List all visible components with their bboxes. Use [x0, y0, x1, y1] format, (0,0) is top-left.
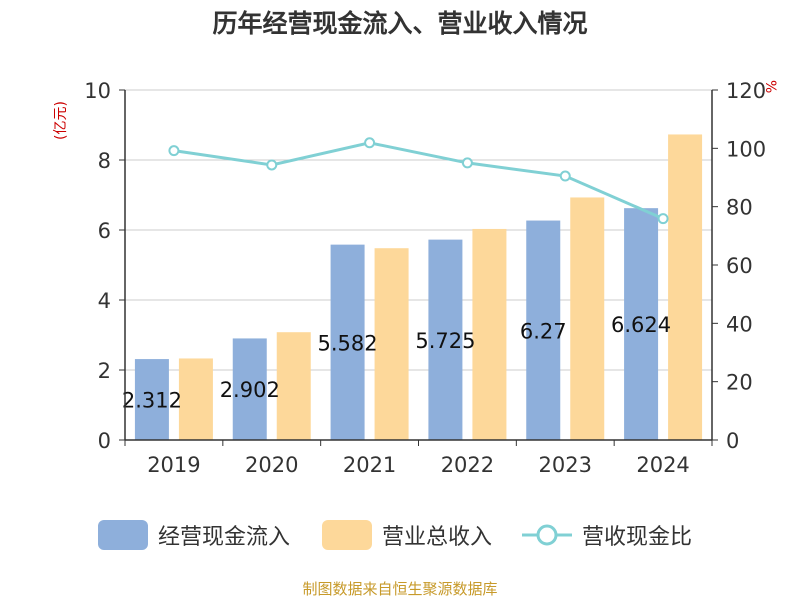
right-axis-tick-label: 60 — [726, 254, 753, 278]
point-ratio — [364, 137, 376, 149]
data-label-cash-inflow: 5.582 — [318, 331, 378, 355]
bar-revenue — [668, 134, 703, 440]
x-axis-tick-label: 2024 — [636, 453, 689, 477]
line-ratio — [173, 141, 664, 221]
legend-swatch-cash-inflow — [98, 520, 148, 550]
left-axis-tick-label: 10 — [84, 79, 111, 103]
left-axis-tick-label: 2 — [98, 359, 111, 383]
x-axis-tick-label: 2023 — [539, 453, 592, 477]
right-axis-tick-label: 20 — [726, 371, 753, 395]
data-label-cash-inflow: 6.27 — [520, 319, 567, 343]
right-axis-tick-label: 0 — [726, 429, 739, 453]
x-axis-tick-label: 2020 — [245, 453, 298, 477]
data-label-cash-inflow: 2.902 — [220, 378, 280, 402]
legend-swatch-ratio — [522, 524, 572, 546]
right-axis-tick-label: 100 — [726, 137, 766, 161]
point-ratio — [461, 157, 473, 169]
bar-revenue — [276, 332, 311, 440]
bar-cash-inflow — [232, 338, 267, 440]
right-axis-tick-label: 40 — [726, 312, 753, 336]
data-label-cash-inflow: 2.312 — [122, 389, 182, 413]
legend-label-ratio: 营收现金比 — [582, 525, 693, 550]
right-axis-tick-label: 80 — [726, 196, 753, 220]
data-source: 制图数据来自恒生聚源数据库 — [302, 580, 498, 598]
x-axis-tick-label: 2022 — [441, 453, 494, 477]
chart-title: 历年经营现金流入、营业收入情况 — [212, 9, 588, 38]
left-axis-tick-label: 4 — [98, 289, 111, 313]
legend-label-cash-inflow: 经营现金流入 — [158, 525, 291, 550]
legend-item-revenue[interactable]: 营业总收入 — [322, 518, 492, 552]
bar-cash-inflow — [428, 239, 463, 440]
point-ratio — [657, 213, 669, 225]
point-ratio — [559, 170, 571, 182]
left-axis-tick-label: 8 — [98, 149, 111, 173]
bar-revenue — [472, 228, 507, 440]
bar-revenue — [570, 197, 605, 440]
x-axis-tick-label: 2021 — [343, 453, 396, 477]
data-label-cash-inflow: 5.725 — [415, 329, 475, 353]
point-ratio — [266, 159, 278, 171]
legend-item-ratio[interactable]: 营收现金比 — [522, 518, 692, 552]
legend-label-revenue: 营业总收入 — [382, 525, 493, 550]
bar-revenue — [374, 248, 409, 440]
right-axis-tick-label: 120 — [726, 79, 766, 103]
bar-cash-inflow — [330, 244, 365, 440]
x-axis-tick-label: 2019 — [147, 453, 200, 477]
bar-cash-inflow — [526, 220, 561, 440]
bar-revenue — [178, 358, 213, 440]
left-axis-tick-label: 0 — [98, 429, 111, 453]
bar-cash-inflow — [134, 359, 169, 440]
point-ratio — [168, 145, 180, 157]
bar-cash-inflow — [624, 208, 659, 440]
legend-swatch-revenue — [322, 520, 372, 550]
left-axis-tick-label: 6 — [98, 219, 111, 243]
data-label-cash-inflow: 6.624 — [611, 313, 671, 337]
legend: 经营现金流入 营业总收入 营收现金比 — [0, 518, 800, 552]
legend-item-cash-inflow[interactable]: 经营现金流入 — [98, 518, 290, 552]
